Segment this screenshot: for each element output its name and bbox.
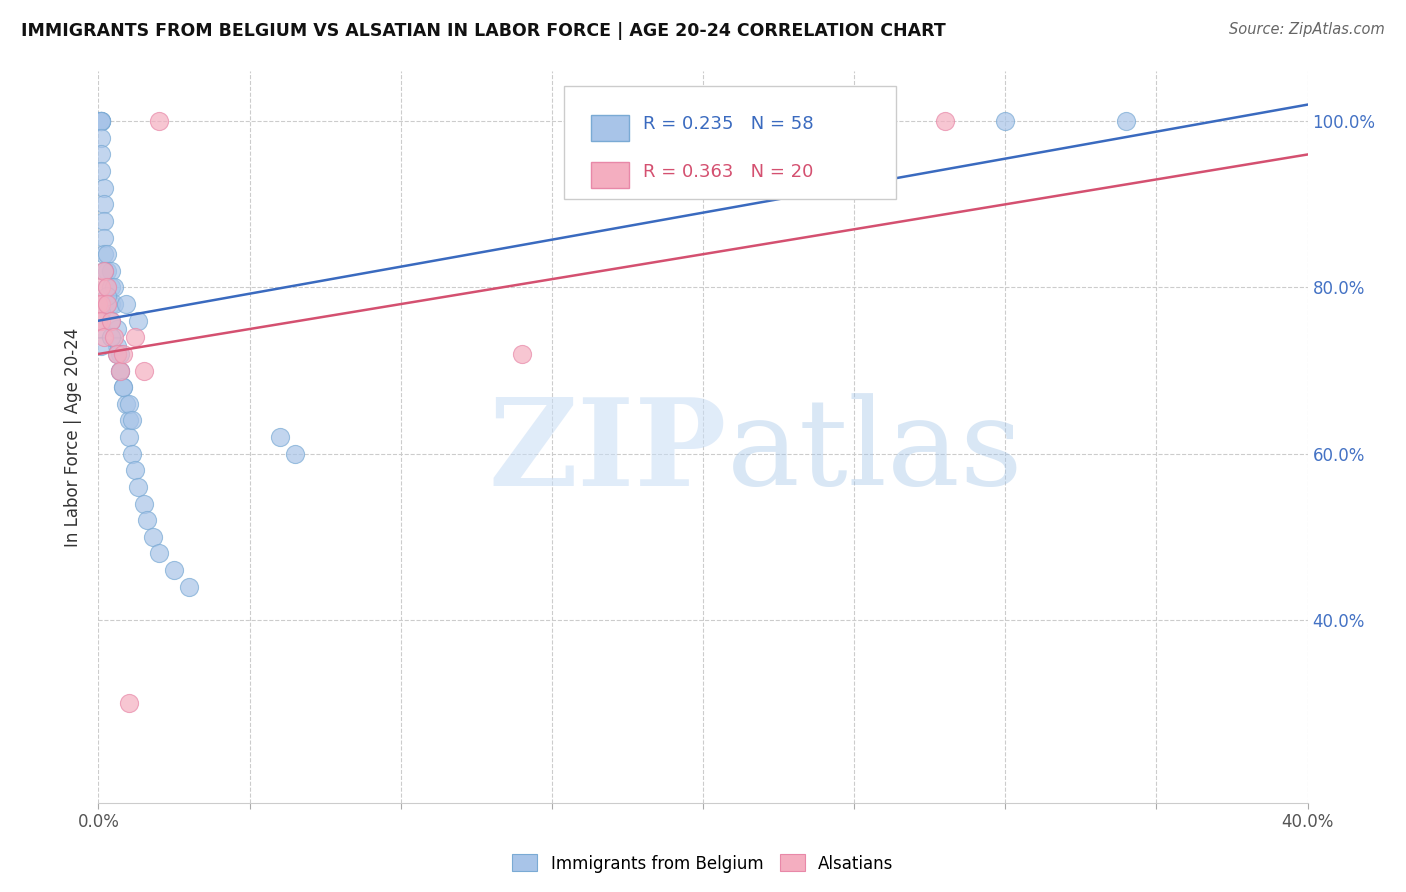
Y-axis label: In Labor Force | Age 20-24: In Labor Force | Age 20-24 bbox=[65, 327, 83, 547]
Text: atlas: atlas bbox=[727, 393, 1024, 510]
Text: R = 0.235   N = 58: R = 0.235 N = 58 bbox=[643, 115, 813, 133]
Point bbox=[87, 114, 110, 128]
Point bbox=[90, 114, 112, 128]
Point bbox=[127, 480, 149, 494]
Point bbox=[93, 264, 115, 278]
Point bbox=[90, 314, 112, 328]
Point bbox=[105, 339, 128, 353]
Point bbox=[90, 297, 112, 311]
Point bbox=[96, 280, 118, 294]
Point bbox=[103, 330, 125, 344]
Point bbox=[93, 264, 115, 278]
Point bbox=[96, 297, 118, 311]
Point bbox=[93, 230, 115, 244]
Point bbox=[90, 114, 112, 128]
Point bbox=[127, 314, 149, 328]
Point bbox=[87, 297, 110, 311]
Legend: Immigrants from Belgium, Alsatians: Immigrants from Belgium, Alsatians bbox=[506, 847, 900, 880]
Point bbox=[90, 114, 112, 128]
Point bbox=[135, 513, 157, 527]
Point bbox=[100, 297, 122, 311]
Point bbox=[114, 297, 136, 311]
Point bbox=[96, 264, 118, 278]
Point bbox=[93, 197, 115, 211]
Point bbox=[103, 297, 125, 311]
Point bbox=[108, 363, 131, 377]
Point bbox=[105, 347, 128, 361]
Point bbox=[108, 363, 131, 377]
Point bbox=[118, 430, 141, 444]
Point bbox=[163, 563, 186, 577]
Point bbox=[118, 696, 141, 710]
Point bbox=[132, 363, 155, 377]
Point bbox=[121, 447, 143, 461]
Point bbox=[90, 131, 112, 145]
Point bbox=[100, 330, 122, 344]
Point bbox=[111, 347, 134, 361]
Point bbox=[148, 114, 170, 128]
Text: ZIP: ZIP bbox=[489, 392, 727, 511]
Text: IMMIGRANTS FROM BELGIUM VS ALSATIAN IN LABOR FORCE | AGE 20-24 CORRELATION CHART: IMMIGRANTS FROM BELGIUM VS ALSATIAN IN L… bbox=[21, 22, 946, 40]
Point bbox=[111, 380, 134, 394]
Point bbox=[108, 363, 131, 377]
Point bbox=[90, 164, 112, 178]
Point bbox=[90, 339, 112, 353]
Point bbox=[96, 280, 118, 294]
Point bbox=[124, 463, 146, 477]
Point bbox=[105, 322, 128, 336]
Point bbox=[90, 305, 112, 319]
Point bbox=[111, 380, 134, 394]
Point bbox=[90, 147, 112, 161]
Point bbox=[93, 247, 115, 261]
FancyBboxPatch shape bbox=[564, 86, 897, 200]
Point bbox=[90, 114, 112, 128]
Point bbox=[90, 280, 112, 294]
Point bbox=[124, 330, 146, 344]
Point bbox=[93, 330, 115, 344]
Point bbox=[118, 413, 141, 427]
Point bbox=[108, 347, 131, 361]
Point bbox=[96, 247, 118, 261]
Point bbox=[179, 580, 201, 594]
Text: Source: ZipAtlas.com: Source: ZipAtlas.com bbox=[1229, 22, 1385, 37]
Point bbox=[994, 114, 1017, 128]
Point bbox=[90, 114, 112, 128]
Point bbox=[96, 297, 118, 311]
Point bbox=[100, 314, 122, 328]
Point bbox=[93, 214, 115, 228]
Point bbox=[100, 280, 122, 294]
Point bbox=[1115, 114, 1137, 128]
FancyBboxPatch shape bbox=[591, 114, 630, 141]
Point bbox=[118, 397, 141, 411]
Point bbox=[148, 546, 170, 560]
Point bbox=[114, 397, 136, 411]
Point bbox=[100, 264, 122, 278]
Point bbox=[87, 314, 110, 328]
Point bbox=[103, 280, 125, 294]
Point bbox=[934, 114, 956, 128]
Point bbox=[105, 347, 128, 361]
FancyBboxPatch shape bbox=[591, 162, 630, 188]
Point bbox=[93, 180, 115, 194]
Point bbox=[100, 314, 122, 328]
Point bbox=[142, 530, 165, 544]
Text: R = 0.363   N = 20: R = 0.363 N = 20 bbox=[643, 162, 813, 180]
Point bbox=[90, 322, 112, 336]
Point bbox=[284, 447, 307, 461]
Point bbox=[510, 347, 533, 361]
Point bbox=[121, 413, 143, 427]
Point bbox=[96, 289, 118, 303]
Point bbox=[132, 497, 155, 511]
Point bbox=[269, 430, 291, 444]
